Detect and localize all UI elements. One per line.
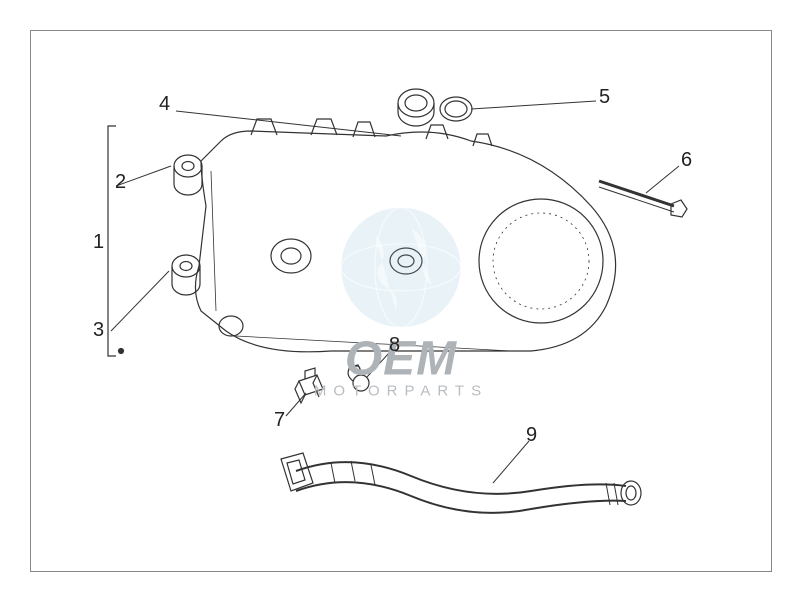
callout-4: 4 — [159, 93, 170, 116]
callout-9: 9 — [526, 424, 537, 447]
diagram-frame: OEM MOTORPARTS 1 2 3 4 5 6 7 8 9 — [30, 30, 772, 572]
callout-8: 8 — [389, 334, 400, 357]
part-cooling-hose — [281, 453, 641, 513]
part-bolt — [599, 181, 687, 217]
callout-1: 1 — [93, 231, 104, 254]
part-assembly-dot — [119, 349, 124, 354]
part-clip-block — [295, 368, 323, 403]
callout-7: 7 — [274, 409, 285, 432]
callout-2: 2 — [115, 171, 126, 194]
callout-5: 5 — [599, 86, 610, 109]
parts-diagram-svg — [31, 31, 771, 571]
part-crankcase-cover — [195, 119, 615, 352]
part-clamp — [348, 365, 369, 391]
callout-3: 3 — [93, 319, 104, 342]
callout-6: 6 — [681, 149, 692, 172]
part-bush-upper — [174, 155, 202, 195]
part-bearing-seal — [398, 89, 472, 126]
assembly-bracket — [108, 126, 116, 356]
